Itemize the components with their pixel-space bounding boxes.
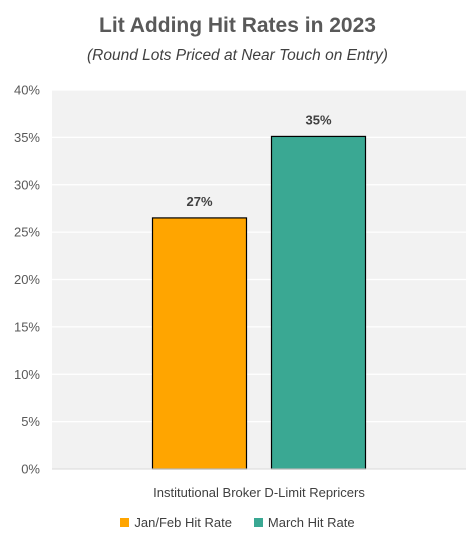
y-tick-label: 35% bbox=[14, 130, 40, 145]
legend-swatch-jan-feb bbox=[120, 518, 130, 527]
y-tick-label: 30% bbox=[14, 177, 40, 192]
data-label: 35% bbox=[305, 112, 331, 127]
chart-title: Lit Adding Hit Rates in 2023 bbox=[99, 14, 376, 37]
data-label: 27% bbox=[186, 194, 212, 209]
y-tick-label: 10% bbox=[14, 367, 40, 382]
bar bbox=[151, 217, 248, 470]
chart-subtitle: (Round Lots Priced at Near Touch on Entr… bbox=[87, 47, 388, 64]
legend-label-jan-feb: Jan/Feb Hit Rate bbox=[134, 515, 232, 530]
y-tick-label: 20% bbox=[14, 272, 40, 287]
y-tick-label: 5% bbox=[21, 414, 40, 429]
y-tick-label: 40% bbox=[14, 83, 40, 98]
legend-item-jan-feb: Jan/Feb Hit Rate bbox=[120, 515, 232, 530]
y-tick-label: 0% bbox=[21, 462, 40, 477]
x-category-label: Institutional Broker D-Limit Repricers bbox=[153, 485, 365, 500]
bar bbox=[270, 135, 367, 470]
legend: Jan/Feb Hit Rate March Hit Rate bbox=[0, 515, 475, 530]
y-tick-label: 25% bbox=[14, 225, 40, 240]
legend-label-march: March Hit Rate bbox=[267, 515, 355, 530]
legend-swatch-march bbox=[253, 518, 263, 527]
y-tick-label: 15% bbox=[14, 319, 40, 334]
legend-item-march: March Hit Rate bbox=[253, 515, 355, 530]
plot-area: 0% 5% 10% 15% 20% 25% 30% 35% 40% 27% 35% Instituti… bbox=[14, 83, 466, 500]
